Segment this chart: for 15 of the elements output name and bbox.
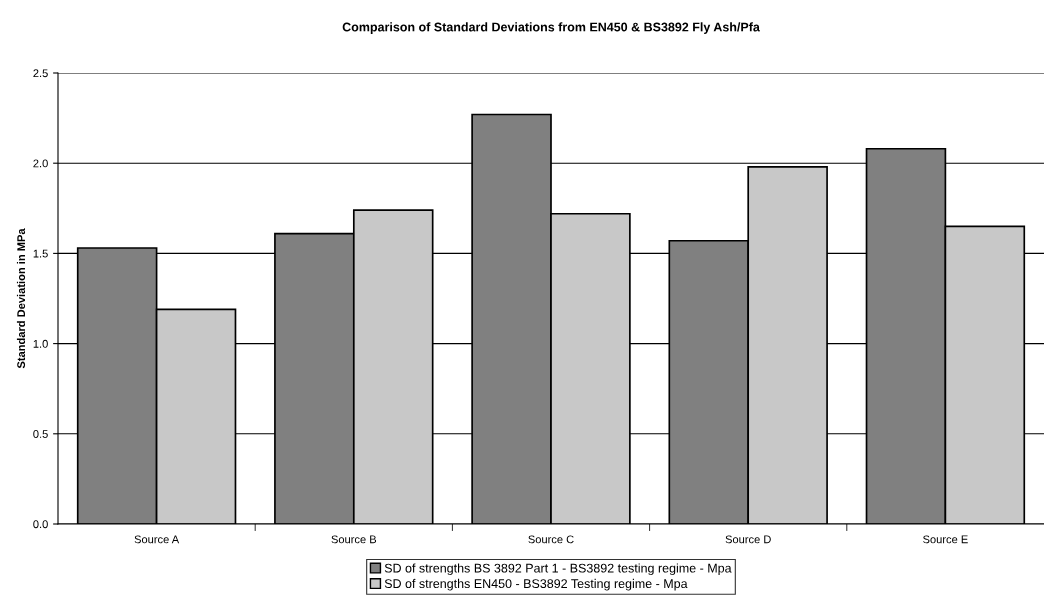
legend-label: SD of strengths BS 3892 Part 1 - BS3892 testing regime - Mpa — [384, 563, 732, 576]
y-tick-label: 1.5 — [33, 249, 48, 258]
x-tick-label: Source D — [725, 535, 771, 544]
y-tick-label: 0.0 — [33, 520, 48, 529]
y-tick-label: 0.5 — [33, 430, 48, 438]
y-axis-title: Standard Deviation in MPa — [16, 228, 26, 369]
x-tick-label: Source C — [528, 535, 574, 544]
x-tick-label: Source A — [134, 535, 180, 544]
y-tick-label: 2.5 — [33, 69, 48, 78]
chart-title: Comparison of Standard Deviations from EN450 & BS3892 Fly Ash/Pfa — [342, 22, 760, 34]
y-tick-label: 2.0 — [33, 159, 48, 168]
x-tick-label: Source B — [331, 535, 377, 544]
x-tick-label: Source E — [923, 535, 968, 544]
y-tick-label: 1.0 — [33, 339, 48, 348]
legend-label: SD of strengths EN450 - BS3892 Testing regime - Mpa — [384, 578, 688, 591]
